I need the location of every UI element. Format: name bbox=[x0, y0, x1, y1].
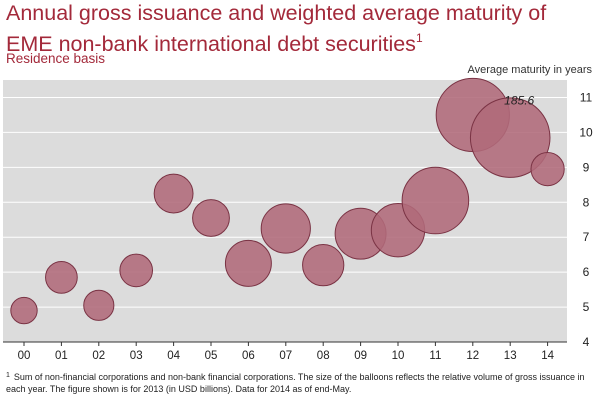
chart-title: Annual gross issuance and weighted avera… bbox=[6, 1, 547, 56]
bubble-05 bbox=[192, 199, 230, 237]
x-tick-label: 06 bbox=[242, 350, 255, 362]
title-footnote-marker: 1 bbox=[415, 31, 423, 45]
x-tick-label: 13 bbox=[504, 350, 517, 362]
x-tick-label: 10 bbox=[392, 350, 405, 362]
x-tick-label: 01 bbox=[55, 350, 68, 362]
bubble-00 bbox=[10, 296, 38, 325]
x-tick-label: 00 bbox=[18, 350, 31, 362]
x-tick-label: 03 bbox=[130, 350, 143, 362]
x-tick-label: 11 bbox=[429, 350, 441, 362]
bubble-04 bbox=[153, 173, 194, 214]
x-tick-label: 12 bbox=[466, 350, 479, 362]
y-axis-title: Average maturity in years bbox=[467, 64, 592, 76]
x-tick-label: 08 bbox=[317, 350, 330, 362]
y-tick-label: 7 bbox=[583, 230, 590, 244]
y-tick-label: 4 bbox=[583, 335, 590, 349]
y-tick-label: 10 bbox=[579, 125, 593, 139]
plot-area: 4 5 6 7 8 9 10 11 00 01 02 03 04 05 06 07 08 09 10 11 12 13 14… bbox=[3, 77, 593, 362]
bubble-annotation: 185.6 bbox=[504, 93, 534, 107]
x-tick-label: 02 bbox=[92, 350, 105, 362]
bubble-01 bbox=[45, 261, 78, 294]
y-tick-label: 5 bbox=[583, 300, 590, 314]
bubble-07 bbox=[260, 203, 311, 254]
y-tick-label: 9 bbox=[583, 160, 590, 174]
x-tick-label: 09 bbox=[354, 350, 367, 362]
bubble-13 bbox=[469, 97, 551, 178]
bubble-06 bbox=[224, 239, 272, 287]
bubble-08 bbox=[302, 244, 345, 287]
y-tick-label: 11 bbox=[580, 90, 593, 104]
x-tick-label: 05 bbox=[205, 350, 218, 362]
bubble-02 bbox=[83, 289, 115, 321]
x-tick-label: 04 bbox=[167, 350, 180, 362]
y-tick-label: 6 bbox=[583, 265, 590, 279]
y-tick-label: 8 bbox=[583, 195, 590, 209]
bubble-11 bbox=[401, 166, 470, 235]
footnote-text: Sum of non-financial corporations and no… bbox=[6, 372, 585, 394]
x-tick-label: 14 bbox=[541, 350, 554, 362]
bubble-03 bbox=[119, 253, 154, 288]
footnote: 1 Sum of non-financial corporations and n… bbox=[6, 370, 594, 395]
x-tick-label: 07 bbox=[279, 350, 292, 362]
chart-subtitle: Residence basis bbox=[6, 51, 106, 66]
bubble-14 bbox=[530, 151, 565, 187]
footnote-marker: 1 bbox=[6, 372, 10, 379]
